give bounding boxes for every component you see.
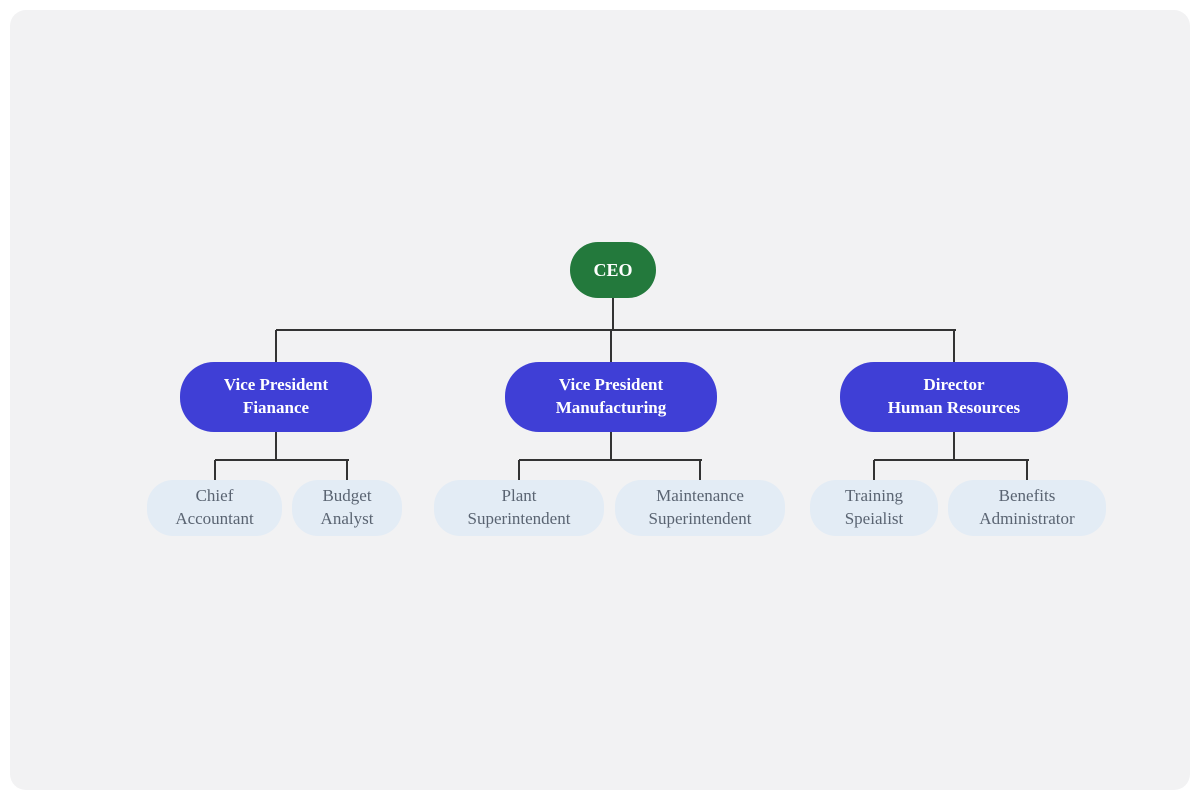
connector-vertical: [699, 460, 701, 480]
org-node-training: Training Speialist: [810, 480, 938, 536]
org-node-maint: Maintenance Superintendent: [615, 480, 785, 536]
org-node-plant: Plant Superintendent: [434, 480, 604, 536]
connector-vertical: [610, 330, 612, 362]
connector-vertical: [346, 460, 348, 480]
org-node-vp-mfg: Vice President Manufacturing: [505, 362, 717, 432]
connector-vertical: [610, 432, 612, 460]
connector-vertical: [214, 460, 216, 480]
org-node-budget: Budget Analyst: [292, 480, 402, 536]
connector-vertical: [518, 460, 520, 480]
connector-vertical: [953, 330, 955, 362]
connector-vertical: [275, 432, 277, 460]
org-node-benefits: Benefits Administrator: [948, 480, 1106, 536]
connector-horizontal: [519, 459, 702, 461]
connector-vertical: [953, 432, 955, 460]
connector-horizontal: [215, 459, 350, 461]
connector-vertical: [275, 330, 277, 362]
connector-horizontal: [276, 329, 956, 331]
org-chart-canvas: CEO Vice President Fianance Vice President…: [10, 10, 1190, 790]
org-node-ceo: CEO: [570, 242, 656, 298]
connector-horizontal: [874, 459, 1029, 461]
connector-vertical: [1026, 460, 1028, 480]
org-node-vp-fin: Vice President Fianance: [180, 362, 372, 432]
connector-vertical: [873, 460, 875, 480]
connector-vertical: [612, 298, 614, 330]
org-node-vp-hr: Director Human Resources: [840, 362, 1068, 432]
org-node-chief-acct: Chief Accountant: [147, 480, 282, 536]
